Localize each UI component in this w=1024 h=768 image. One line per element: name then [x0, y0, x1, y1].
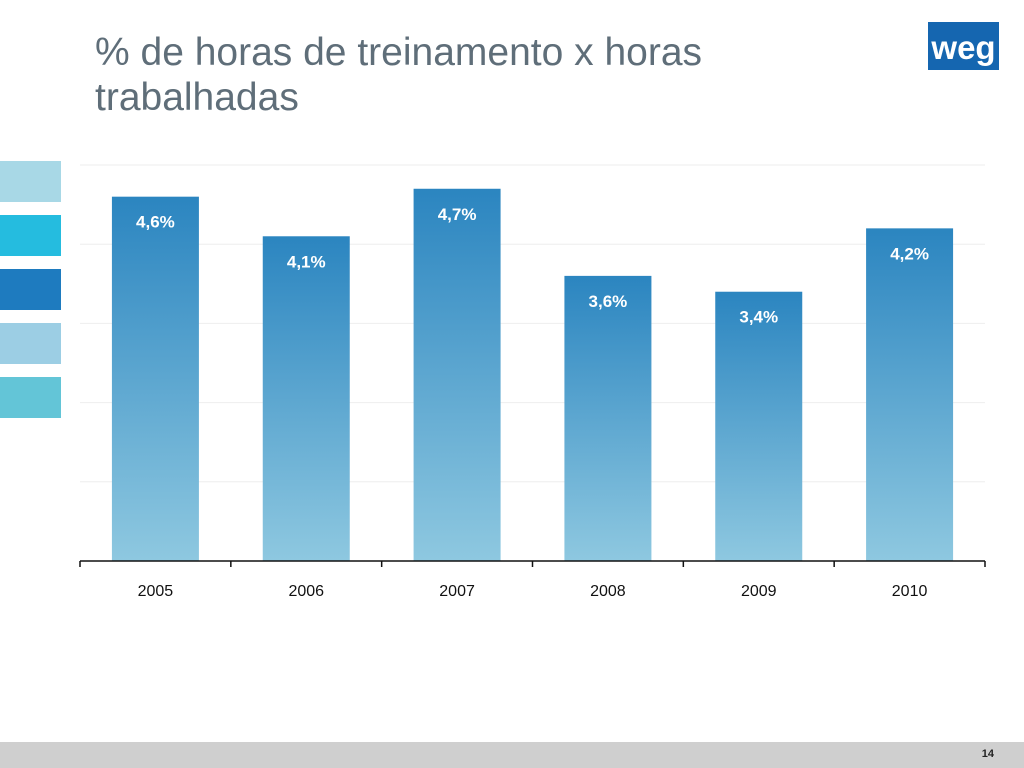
x-tick-label: 2006: [288, 583, 324, 600]
bar: [715, 291, 803, 561]
bar: [866, 228, 954, 562]
bar: [413, 188, 501, 561]
side-stripe: [0, 161, 61, 202]
logo-text: weg: [930, 29, 995, 66]
side-stripe: [0, 269, 61, 310]
slide-title: % de horas de treinamento x horas trabal…: [95, 31, 703, 119]
data-labels: 4,6% 4,1% 4,7% 3,6% 3,4% 4,2%: [136, 205, 929, 327]
data-label: 4,6%: [136, 213, 175, 232]
bar: [111, 196, 199, 561]
x-axis: [79, 560, 986, 567]
bars: [111, 188, 954, 562]
logo-background: [928, 22, 999, 70]
data-label: 4,7%: [438, 205, 477, 224]
data-label: 4,1%: [287, 252, 326, 271]
x-tick-label: 2007: [439, 583, 475, 600]
side-stripe: [0, 323, 61, 364]
footer-bar: [0, 742, 1024, 768]
bar: [262, 236, 350, 561]
x-tick-labels: 2005 2006 2007 2008 2009 2010: [138, 583, 928, 600]
x-tick-label: 2010: [892, 583, 928, 600]
side-decoration-stripes: [0, 0, 62, 768]
bar: [564, 275, 652, 561]
weg-logo: weg: [928, 22, 999, 70]
data-label: 3,4%: [739, 308, 778, 327]
x-tick-label: 2005: [138, 583, 174, 600]
side-stripe: [0, 377, 61, 418]
x-tick-label: 2009: [741, 583, 777, 600]
side-stripe: [0, 215, 61, 256]
page-number: 14: [981, 748, 994, 760]
x-tick-label: 2008: [590, 583, 626, 600]
gridlines: [80, 164, 985, 483]
data-label: 4,2%: [890, 244, 929, 263]
data-label: 3,6%: [589, 292, 628, 311]
